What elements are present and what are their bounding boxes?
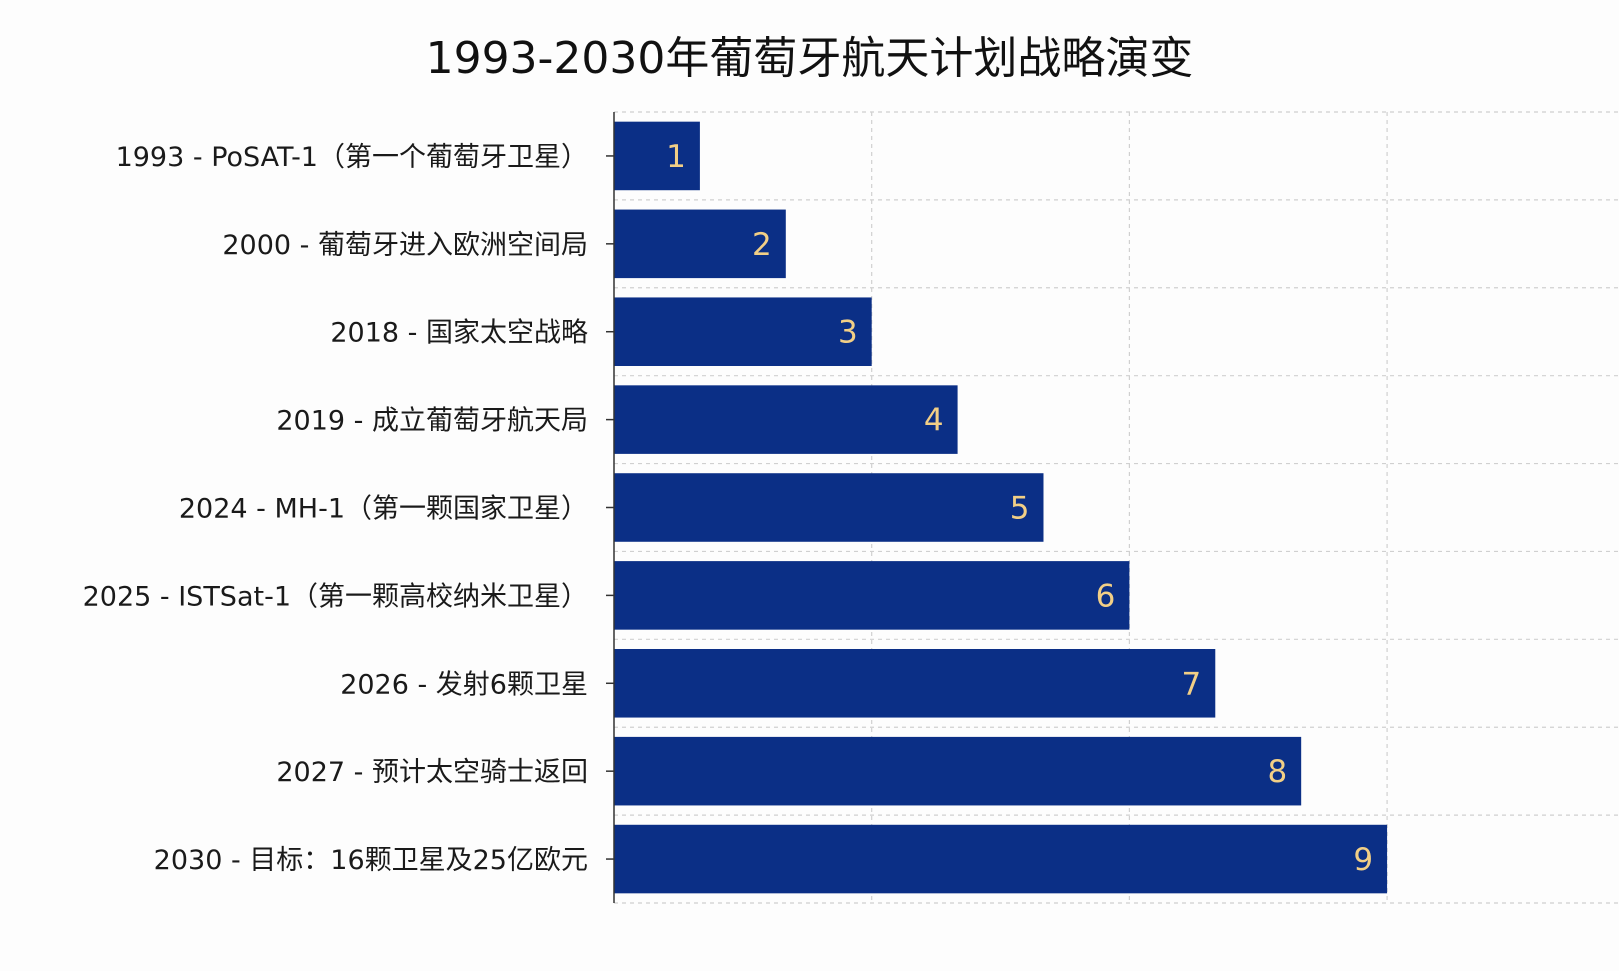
category-label: 2027 - 预计太空骑士返回 [276, 757, 588, 788]
bar [614, 561, 1130, 630]
bar-value-label: 2 [752, 227, 772, 263]
bar-value-label: 8 [1267, 754, 1287, 790]
category-label: 2018 - 国家太空战略 [330, 318, 588, 349]
bars: 1 2 3 4 5 6 7 8 9 [614, 121, 1388, 894]
chart-title: 1993-2030年葡萄牙航天计划战略演变 [425, 33, 1194, 84]
category-labels: 1993 - PoSAT-1（第一个葡萄牙卫星） 2000 - 葡萄牙进入欧洲空间… [83, 142, 614, 876]
category-label: 1993 - PoSAT-1（第一个葡萄牙卫星） [116, 142, 588, 173]
category-label: 2030 - 目标：16颗卫星及25亿欧元 [154, 845, 588, 876]
category-label: 2024 - MH-1（第一颗国家卫星） [179, 494, 588, 525]
bar-value-label: 7 [1182, 666, 1202, 702]
bar-value-label: 4 [924, 403, 944, 439]
bar [614, 473, 1044, 542]
category-label: 2026 - 发射6颗卫星 [340, 669, 588, 700]
bar-value-label: 6 [1096, 578, 1116, 614]
bar [614, 736, 1302, 806]
bar [614, 824, 1388, 894]
bar [614, 121, 700, 191]
bar [614, 385, 958, 454]
bar [614, 649, 1216, 718]
bar [614, 297, 872, 366]
bar-value-label: 3 [838, 315, 858, 351]
category-label: 2025 - ISTSat-1（第一颗高校纳米卫星） [83, 581, 588, 612]
bar-value-label: 5 [1010, 491, 1030, 527]
category-label: 2000 - 葡萄牙进入欧洲空间局 [222, 230, 588, 261]
category-label: 2019 - 成立葡萄牙航天局 [276, 406, 588, 437]
bar-value-label: 9 [1353, 842, 1373, 878]
bar-value-label: 1 [666, 139, 686, 175]
bar [614, 209, 786, 279]
